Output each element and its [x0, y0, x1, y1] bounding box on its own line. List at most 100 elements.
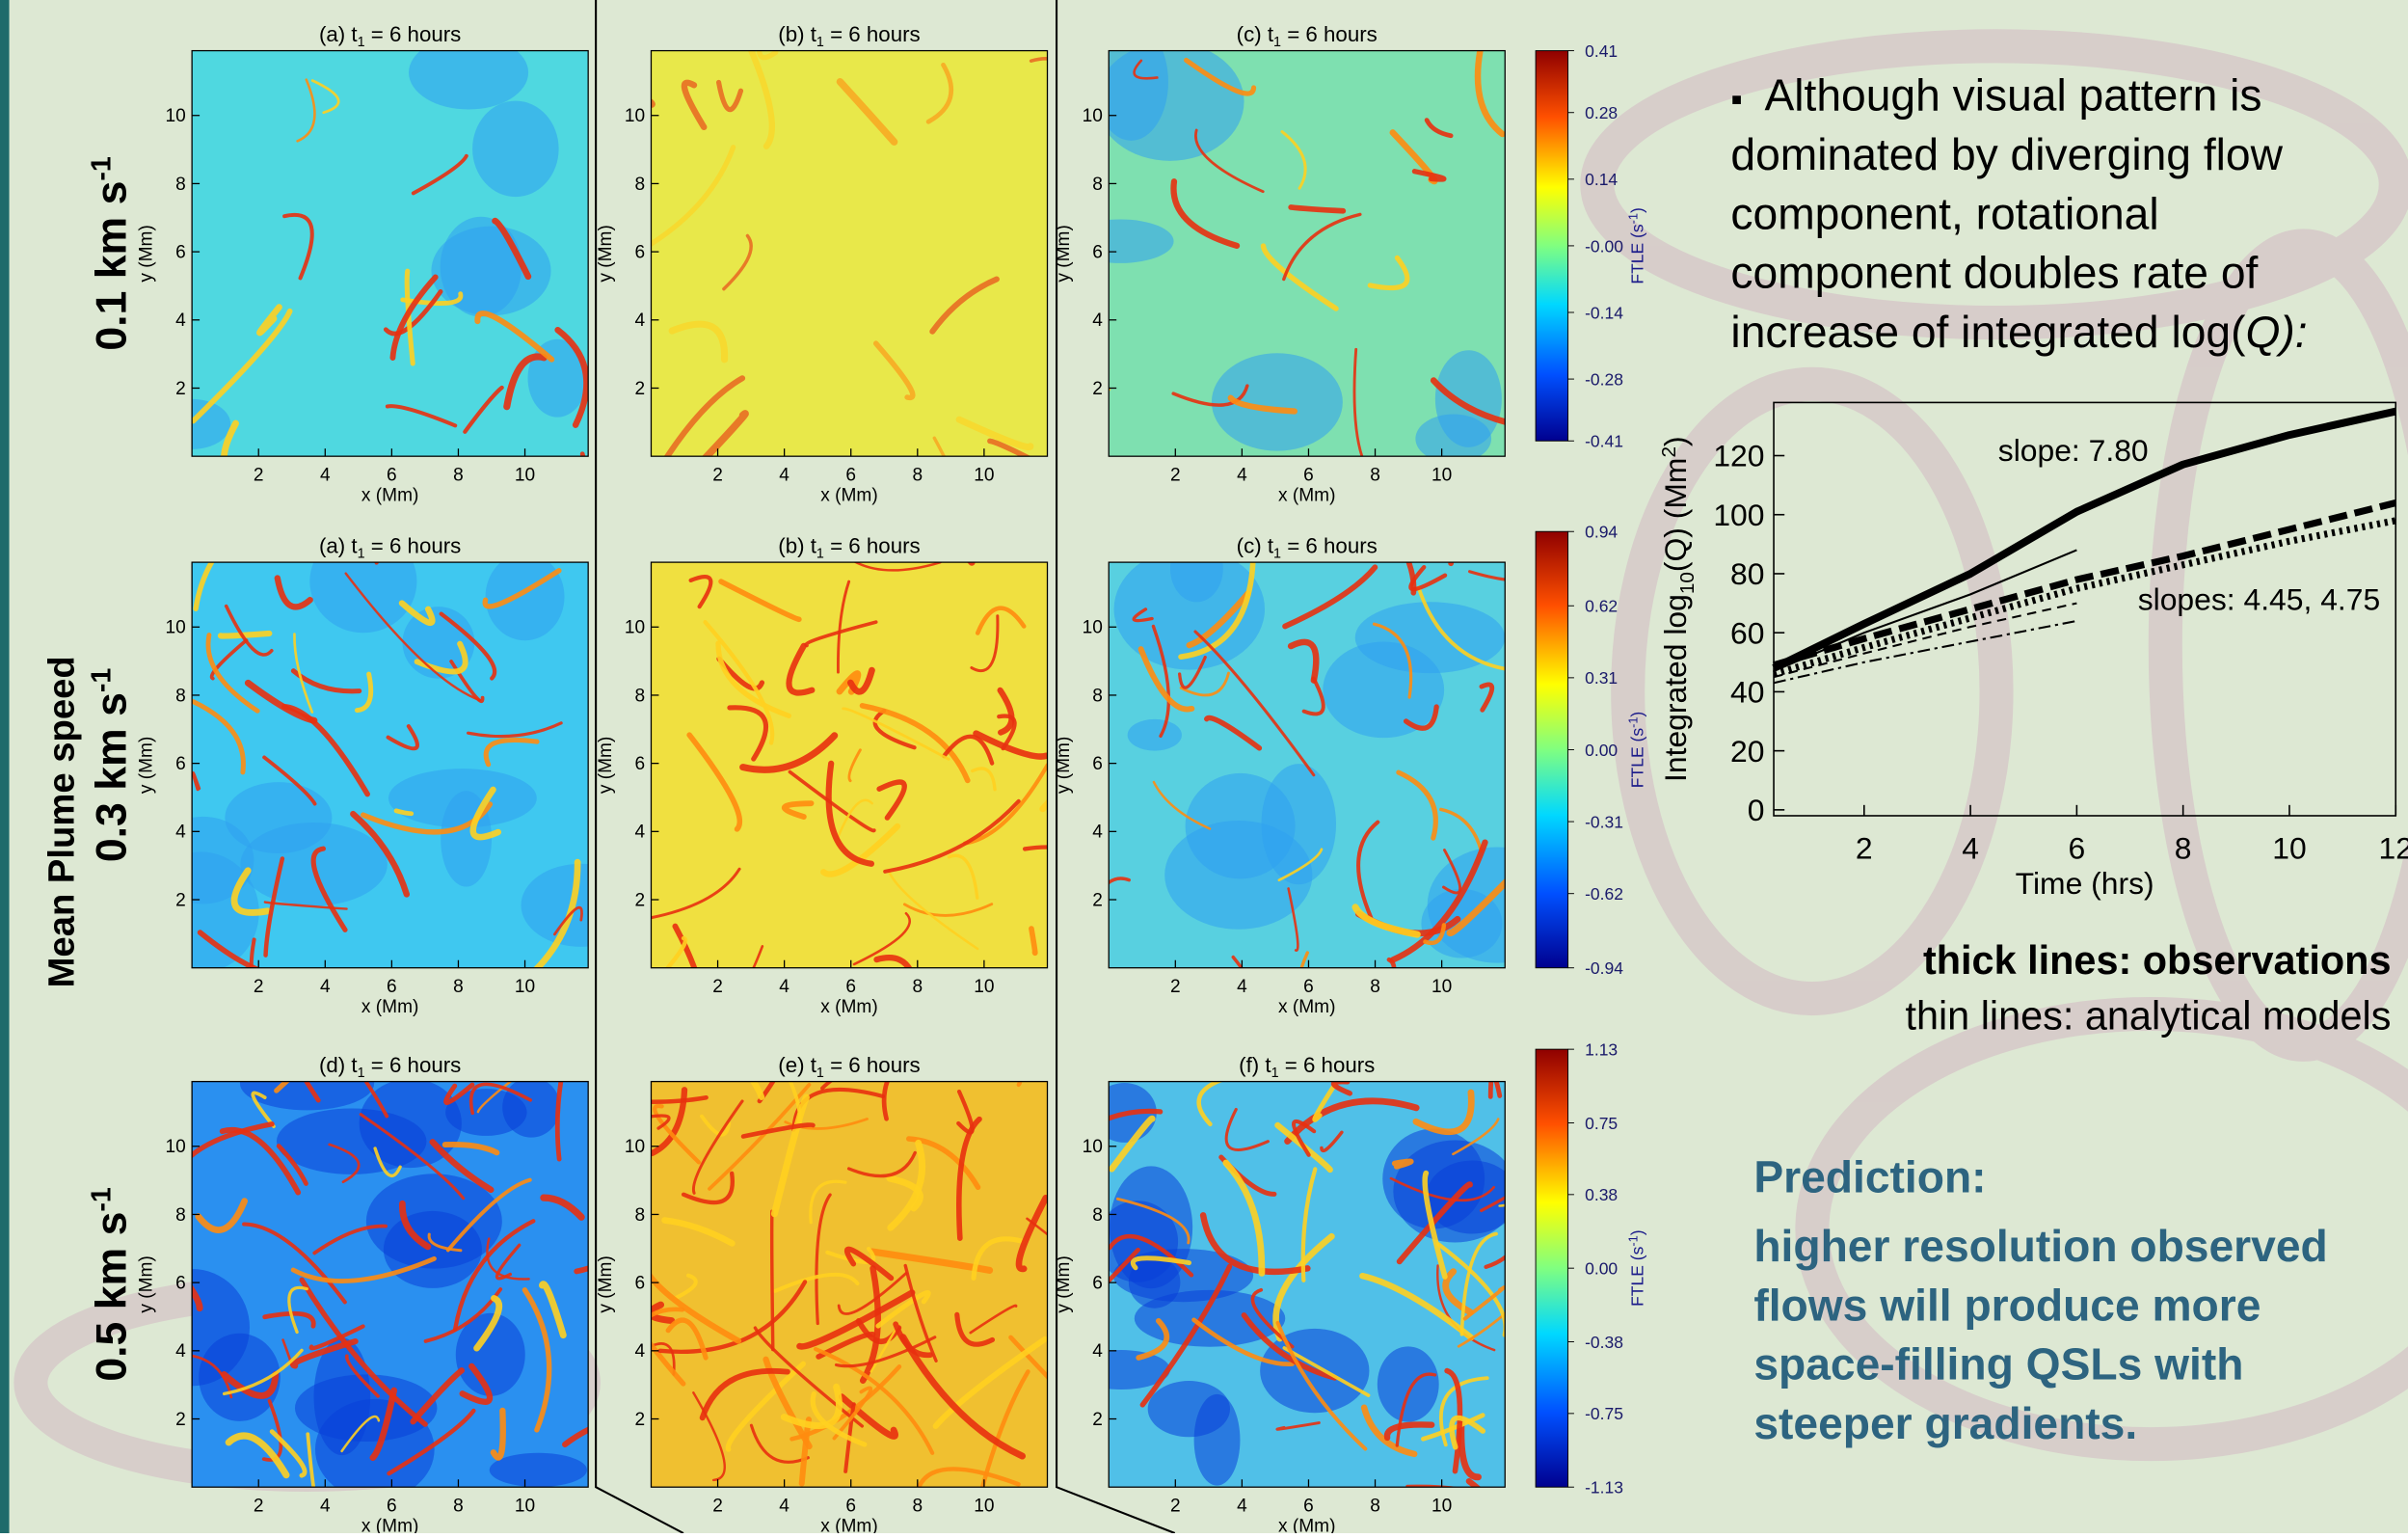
heatmap-streak — [1396, 769, 1438, 841]
y-tick-label: 10 — [1083, 1137, 1103, 1157]
colorbar-tick-label: -0.75 — [1585, 1404, 1623, 1423]
colorbar-gradient — [1535, 1048, 1569, 1488]
heatmap-blob — [1109, 219, 1174, 263]
x-axis-label: x (Mm) — [820, 997, 877, 1017]
x-tick-label: 8 — [912, 1497, 923, 1517]
heatmap-streak — [997, 714, 1017, 751]
heatmap-panel: (d) t1 = 6 hours 2 4 6 8 10 2 4 6 8 10 x (Mm) y (Mm) — [137, 1053, 589, 1536]
heatmap-streak — [1193, 128, 1265, 194]
heatmap-streak — [562, 1426, 589, 1448]
colorbar-tick-label: -0.00 — [1585, 236, 1623, 256]
heatmap-streak — [522, 1287, 552, 1433]
heatmap-streak — [552, 905, 583, 936]
y-tick-label: 4 — [175, 823, 186, 843]
series-line — [1773, 499, 2397, 669]
heatmap-streak — [429, 1139, 495, 1194]
panel-title-sub: 1 — [816, 35, 824, 50]
heatmap-streak — [1468, 570, 1506, 581]
heatmap-streak — [929, 276, 1000, 335]
panel-title-label: (a) t — [319, 22, 358, 46]
x-tick-label: 8 — [453, 466, 464, 486]
heatmap-streak — [784, 1118, 869, 1130]
heatmap-streak — [780, 1383, 843, 1429]
heatmap-streak — [813, 1346, 935, 1455]
background-swirls — [13, 29, 2408, 1492]
heatmap-streak — [970, 614, 1000, 673]
y-tick-label: 8 — [175, 1205, 186, 1226]
heatmap-image — [651, 50, 1048, 457]
heatmap-streak — [262, 1310, 316, 1329]
y-tick-label: 2 — [634, 890, 645, 910]
colorbar-title-sup: -1 — [1625, 717, 1640, 728]
heatmap-streak — [1029, 926, 1038, 957]
heatmap-blob — [313, 1337, 371, 1456]
y-tick-label: 6 — [634, 242, 645, 262]
y-tick-label: 6 — [175, 1274, 186, 1294]
y-tick-label: 60 — [1730, 615, 1764, 650]
heatmap-streak — [1274, 1121, 1333, 1174]
y-axis-label: y (Mm) — [137, 737, 157, 794]
heatmap-streak — [1360, 1404, 1418, 1458]
heatmap-streak — [681, 1171, 736, 1205]
heatmap-streak — [274, 575, 313, 610]
heatmap-streak — [781, 800, 815, 820]
y-label-text: Integrated log — [1658, 594, 1693, 782]
heatmap-streak — [739, 732, 839, 773]
heatmap-streak — [749, 1081, 765, 1100]
heatmap-streak — [1462, 1285, 1506, 1321]
y-tick-label: 10 — [166, 618, 186, 638]
y-tick-label: 4 — [634, 1341, 645, 1362]
heatmap-streak — [282, 212, 314, 281]
heatmap-streak — [1275, 1421, 1321, 1431]
y-tick-label: 6 — [634, 1274, 645, 1294]
heatmap-streak — [1151, 624, 1170, 739]
heatmap-streak — [242, 1222, 347, 1305]
heatmap-blob — [239, 1081, 375, 1111]
heatmap-streak — [651, 1087, 688, 1156]
heatmap-streak — [1026, 1217, 1048, 1236]
panel-title-label: (b) t — [778, 534, 816, 558]
heatmap-streak — [651, 1094, 709, 1105]
panel-title-sub: 1 — [358, 35, 365, 50]
y-tick-label: 6 — [175, 242, 186, 262]
y-axis-label: Integrated log10(Q) (Mm2) — [1658, 436, 1699, 782]
heatmap-streak — [1320, 1130, 1344, 1153]
y-tick-label: 2 — [175, 379, 186, 399]
heatmap-streak — [473, 1294, 503, 1352]
panel-frame — [1108, 561, 1506, 969]
y-tick-label: 8 — [1092, 1205, 1103, 1226]
heatmap-streak — [852, 911, 911, 966]
heatmap-panel: (b) t1 = 6 hours 2 4 6 8 10 2 4 6 8 10 x (Mm) y (Mm) — [596, 534, 1049, 1017]
x-tick-label: 10 — [974, 977, 994, 997]
x-tick-label: 6 — [387, 1497, 397, 1517]
heatmap-streak — [651, 1272, 742, 1344]
heatmap-streak — [466, 721, 563, 739]
row-title-sup: -1 — [87, 668, 118, 693]
heatmap-streak — [443, 1082, 475, 1105]
x-tick-label: 10 — [1431, 977, 1452, 997]
x-axis-label: x (Mm) — [1278, 485, 1335, 505]
x-tick-label: 8 — [1370, 1497, 1380, 1517]
bullet-line: Although visual pattern is — [1764, 70, 2261, 121]
x-tick-label: 2 — [254, 977, 264, 997]
heatmap-blob — [1113, 562, 1265, 670]
heatmap-streak — [1022, 845, 1048, 851]
heatmap-streak — [328, 1143, 361, 1184]
heatmap-streak — [786, 642, 816, 696]
heatmap-streak — [1287, 887, 1299, 952]
y-tick-label: 6 — [1092, 242, 1103, 262]
y-tick-label: 10 — [166, 106, 186, 126]
heatmap-streak — [1139, 1263, 1233, 1408]
x-tick-label: 4 — [779, 977, 789, 997]
colorbar-tick-label: 1.13 — [1585, 1040, 1618, 1060]
y-tick-label: 8 — [1092, 175, 1103, 195]
annotation: slope: 7.80 — [1998, 433, 2149, 468]
heatmap-streak — [855, 1318, 902, 1345]
bullet-italic: Q — [2245, 307, 2280, 357]
heatmap-streak — [837, 1272, 908, 1315]
y-axis-label: y (Mm) — [1054, 225, 1074, 282]
heatmap-blob — [1323, 641, 1445, 739]
heatmap-panel: (c) t1 = 6 hours 2 4 6 8 10 2 4 6 8 10 x (Mm) y (Mm) — [1054, 22, 1506, 505]
line-chart: 24681012020406080100120Time (hrs)Integra… — [1658, 401, 2408, 901]
heatmap-streak — [651, 1307, 685, 1318]
